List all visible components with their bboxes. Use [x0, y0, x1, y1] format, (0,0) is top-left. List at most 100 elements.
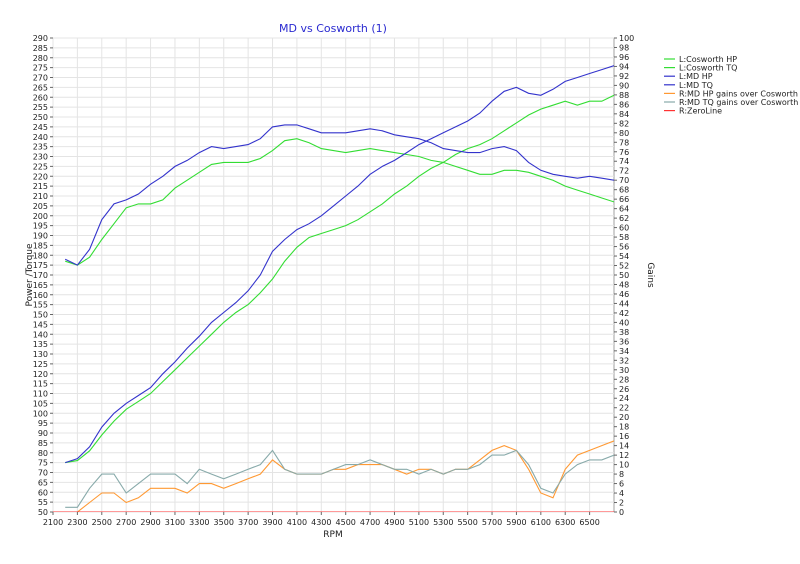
x-tick-label: 6100 — [531, 518, 551, 527]
right-tick-label: 18 — [619, 423, 629, 432]
grid — [52, 37, 614, 513]
legend: L:Cosworth HPL:Cosworth TQL:MD HPL:MD TQ… — [664, 55, 798, 116]
right-tick-label: 54 — [619, 252, 629, 261]
series-line-l-md-tq — [64, 124, 614, 266]
chart-title: MD vs Cosworth (1) — [279, 22, 387, 35]
left-tick-label: 115 — [33, 380, 48, 389]
left-tick-label: 185 — [33, 241, 48, 250]
x-tick-label: 2500 — [92, 518, 112, 527]
right-tick-label: 96 — [619, 53, 629, 62]
right-tick-label: 42 — [619, 309, 629, 318]
left-tick-label: 290 — [33, 34, 48, 43]
left-tick-label: 285 — [33, 44, 48, 53]
right-tick-label: 56 — [619, 243, 629, 252]
x-tick-label: 3500 — [214, 518, 234, 527]
left-tick-label: 255 — [33, 103, 48, 112]
right-axis: 0246810121416182022242628303234363840424… — [614, 34, 634, 517]
x-tick-label: 4900 — [384, 518, 404, 527]
x-tick-label: 2700 — [116, 518, 136, 527]
x-tick-label: 4300 — [311, 518, 331, 527]
right-tick-label: 28 — [619, 375, 629, 384]
left-tick-label: 270 — [33, 74, 48, 83]
series-line-r-md-tq-gains-over-cosworth — [65, 449, 614, 508]
x-tick-label: 3300 — [189, 518, 209, 527]
right-tick-label: 92 — [619, 72, 629, 81]
right-tick-label: 78 — [619, 138, 629, 147]
right-tick-label: 26 — [619, 385, 629, 394]
right-tick-label: 94 — [619, 62, 629, 71]
left-tick-label: 165 — [33, 281, 48, 290]
right-tick-label: 68 — [619, 186, 629, 195]
right-tick-label: 0 — [619, 508, 624, 517]
x-tick-label: 3100 — [165, 518, 185, 527]
left-tick-label: 80 — [38, 449, 48, 458]
left-tick-label: 245 — [33, 123, 48, 132]
x-tick-label: 4100 — [287, 518, 307, 527]
series-group — [53, 65, 614, 512]
left-tick-label: 235 — [33, 143, 48, 152]
left-tick-label: 250 — [33, 113, 48, 122]
left-tick-label: 260 — [33, 93, 48, 102]
right-tick-label: 72 — [619, 167, 629, 176]
x-tick-label: 5900 — [506, 518, 526, 527]
x-tick-label: 3900 — [262, 518, 282, 527]
left-axis-title: Power /Torque — [25, 243, 35, 307]
x-axis: 2100 2300 2500 2700 2900 3100 3300 3500 3700 3900… — [43, 512, 600, 527]
right-tick-label: 40 — [619, 318, 629, 327]
x-tick-label: 2900 — [140, 518, 160, 527]
left-tick-label: 145 — [33, 320, 48, 329]
right-tick-label: 38 — [619, 328, 629, 337]
left-tick-label: 215 — [33, 182, 48, 191]
right-tick-label: 66 — [619, 195, 629, 204]
legend-label: R:ZeroLine — [679, 107, 722, 116]
right-tick-label: 98 — [619, 43, 629, 52]
right-tick-label: 24 — [619, 394, 629, 403]
right-tick-label: 4 — [619, 489, 624, 498]
legend-label: L:Cosworth TQ — [679, 64, 737, 73]
left-tick-label: 55 — [38, 498, 48, 507]
right-tick-label: 80 — [619, 129, 629, 138]
legend-label: R:MD HP gains over Cosworth — [679, 89, 798, 98]
series-line-r-md-hp-gains-over-cosworth — [75, 440, 614, 512]
left-tick-label: 240 — [33, 133, 48, 142]
right-tick-label: 32 — [619, 356, 629, 365]
left-tick-label: 85 — [38, 439, 48, 448]
x-tick-label: 5500 — [457, 518, 477, 527]
right-tick-label: 62 — [619, 214, 629, 223]
left-tick-label: 120 — [33, 370, 48, 379]
x-tick-label: 2300 — [67, 518, 87, 527]
left-tick-label: 90 — [38, 429, 48, 438]
left-tick-label: 280 — [33, 54, 48, 63]
left-tick-label: 105 — [33, 399, 48, 408]
legend-label: L:Cosworth HP — [679, 55, 737, 64]
left-tick-label: 180 — [33, 251, 48, 260]
right-tick-label: 6 — [619, 480, 624, 489]
legend-label: L:MD HP — [679, 72, 713, 81]
series-line-l-cosworth-tq — [65, 138, 614, 266]
right-tick-label: 52 — [619, 262, 629, 271]
right-tick-label: 82 — [619, 119, 629, 128]
left-tick-label: 50 — [38, 508, 48, 517]
left-tick-label: 190 — [33, 232, 48, 241]
right-tick-label: 76 — [619, 148, 629, 157]
x-tick-label: 6300 — [555, 518, 575, 527]
right-tick-label: 90 — [619, 81, 629, 90]
right-tick-label: 88 — [619, 91, 629, 100]
legend-label: L:MD TQ — [679, 81, 713, 90]
right-tick-label: 84 — [619, 110, 629, 119]
x-tick-label: 5300 — [433, 518, 453, 527]
x-tick-label: 4700 — [360, 518, 380, 527]
left-tick-label: 275 — [33, 64, 48, 73]
left-tick-label: 65 — [38, 478, 48, 487]
x-axis-title: RPM — [323, 530, 342, 540]
left-tick-label: 205 — [33, 202, 48, 211]
right-tick-label: 30 — [619, 366, 629, 375]
x-tick-label: 2100 — [43, 518, 63, 527]
left-axis: 5055606570758085909510010511011512012513… — [33, 34, 53, 517]
right-tick-label: 16 — [619, 432, 629, 441]
right-tick-label: 100 — [619, 34, 634, 43]
right-tick-label: 46 — [619, 290, 629, 299]
left-tick-label: 170 — [33, 271, 48, 280]
right-tick-label: 86 — [619, 100, 629, 109]
right-tick-label: 60 — [619, 224, 629, 233]
